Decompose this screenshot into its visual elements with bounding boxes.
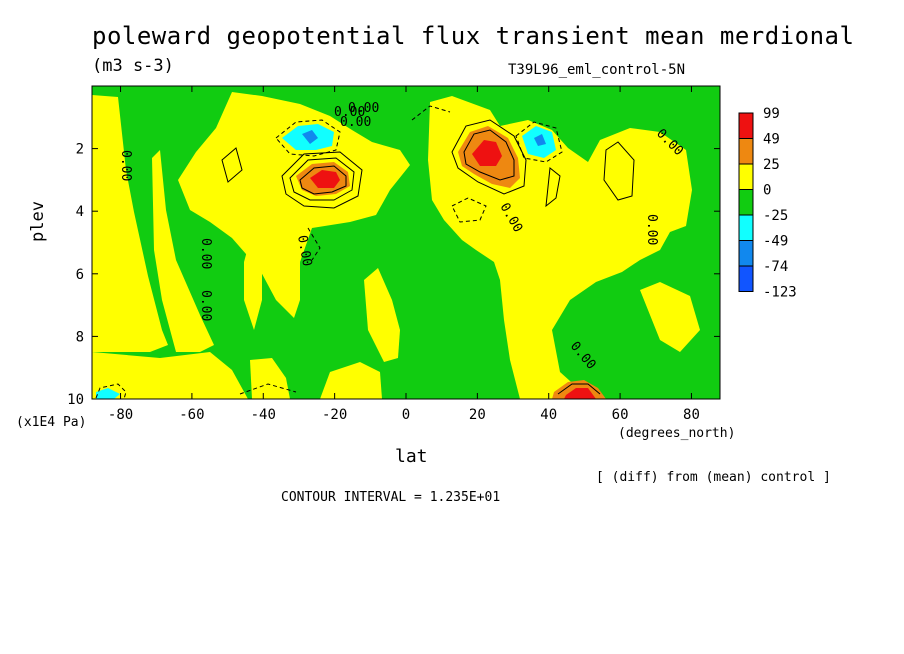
band-pos-small [320,362,382,399]
band-pos-small [92,352,248,399]
colorbar-legend: 99 49 25 0 -25 -49 -74 -123 [738,106,797,301]
y-axis-unit: (x1E4 Pa) [16,415,87,430]
colorbar-swatch [738,189,754,216]
contour-label: 0.00 [118,150,133,181]
x-tick-label: -80 [108,407,133,423]
colorbar-label: -49 [763,234,788,250]
x-tick-label: 80 [683,407,700,423]
colorbar-label: -74 [763,259,788,275]
x-tick-label: 20 [469,407,486,423]
x-axis-unit: (degrees_north) [618,426,736,441]
diff-annotation: [ (diff) from (mean) control ] [596,470,831,485]
colorbar-swatch [738,138,754,165]
band-pos-small [250,358,290,399]
y-tick-label: 6 [76,267,84,283]
band-pos-small [244,240,262,330]
contour-field: 0.00 0.00 0.00 0.00 0.00 0.00 0.00 0.00 … [92,86,720,399]
y-tick-label: 2 [76,142,84,158]
band-pos-small [152,150,214,352]
x-axis: -80 -60 -40 -20 0 20 40 60 80 [108,86,700,423]
y-tick-label: 8 [76,329,84,345]
colorbar-label: -123 [763,285,797,301]
contour-label: 0.00 [198,238,213,269]
chart-subtitle: (m3 s-3) [92,56,174,76]
contour-label: 0.00 [348,101,379,116]
contour-label: 0.00 [644,214,659,245]
band-neg-high [534,134,546,146]
colorbar-swatch [738,112,754,139]
x-tick-label: -40 [251,407,276,423]
y-tick-label: 4 [76,204,84,220]
negative-contours [95,105,563,399]
band-pos-high [564,388,596,399]
band-pos-small [364,268,400,362]
x-axis-label: lat [395,446,428,467]
contour-lines [221,119,635,395]
colorbar-label: -25 [763,208,788,224]
band-pos-small [92,278,126,352]
contour-label: 0.00 [334,105,365,120]
x-tick-label: 0 [402,407,410,423]
colorbar-label: 0 [763,183,771,199]
contour-label: 0.00 [198,290,213,321]
contour-label: 0.00 [294,234,314,267]
y-tick-label: 10 [67,392,84,408]
band-pos-high [472,140,502,166]
colorbar-swatch [738,265,754,292]
colorbar-label: 99 [763,106,780,122]
x-tick-label: -60 [179,407,204,423]
contour-interval: CONTOUR INTERVAL = 1.235E+01 [281,490,501,505]
colorbar-swatch [738,214,754,241]
colorbar-swatch [738,240,754,267]
contour-label: 0.00 [340,115,371,130]
band-neg-high [302,130,318,144]
chart-title: poleward geopotential flux transient mea… [92,22,855,50]
y-axis: 2 4 6 8 10 [67,142,720,408]
run-label: T39L96_eml_control-5N [508,62,686,78]
band-pos-small [640,282,700,352]
colorbar-label: 49 [763,132,780,148]
colorbar-label: 25 [763,157,780,173]
x-tick-label: -20 [322,407,347,423]
colorbar-swatch [738,163,754,190]
x-tick-label: 40 [540,407,557,423]
band-neg-mid [96,388,120,399]
x-tick-label: 60 [612,407,629,423]
band-pos-high [310,170,340,188]
